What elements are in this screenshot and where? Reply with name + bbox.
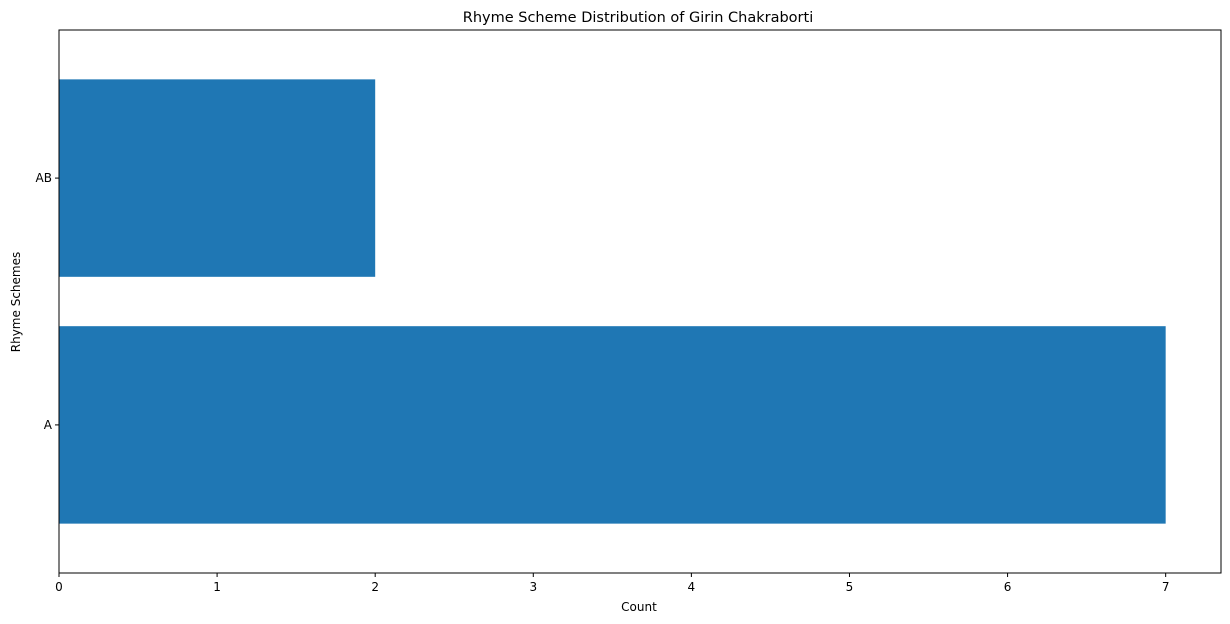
- x-tick-label-2: 2: [371, 580, 379, 594]
- x-tick-label-6: 6: [1004, 580, 1012, 594]
- x-axis-ticks: 0 1 2 3 4 5 6 7: [55, 573, 1169, 594]
- chart-title: Rhyme Scheme Distribution of Girin Chakr…: [463, 10, 813, 26]
- bar-ab: [59, 79, 376, 277]
- y-axis-label: Rhyme Schemes: [9, 252, 23, 352]
- bars-layer: [59, 79, 1166, 524]
- x-tick-label-4: 4: [688, 580, 696, 594]
- bar-a: [59, 326, 1166, 524]
- y-axis-ticks: A AB: [36, 171, 59, 432]
- x-tick-label-3: 3: [529, 580, 537, 594]
- y-tick-label-a: A: [44, 418, 53, 432]
- x-axis-label: Count: [621, 600, 657, 614]
- y-tick-label-ab: AB: [36, 171, 52, 185]
- x-tick-label-1: 1: [213, 580, 221, 594]
- plot-frame: [58, 29, 1222, 574]
- x-tick-label-0: 0: [55, 580, 63, 594]
- x-tick-label-5: 5: [846, 580, 854, 594]
- x-tick-label-7: 7: [1162, 580, 1170, 594]
